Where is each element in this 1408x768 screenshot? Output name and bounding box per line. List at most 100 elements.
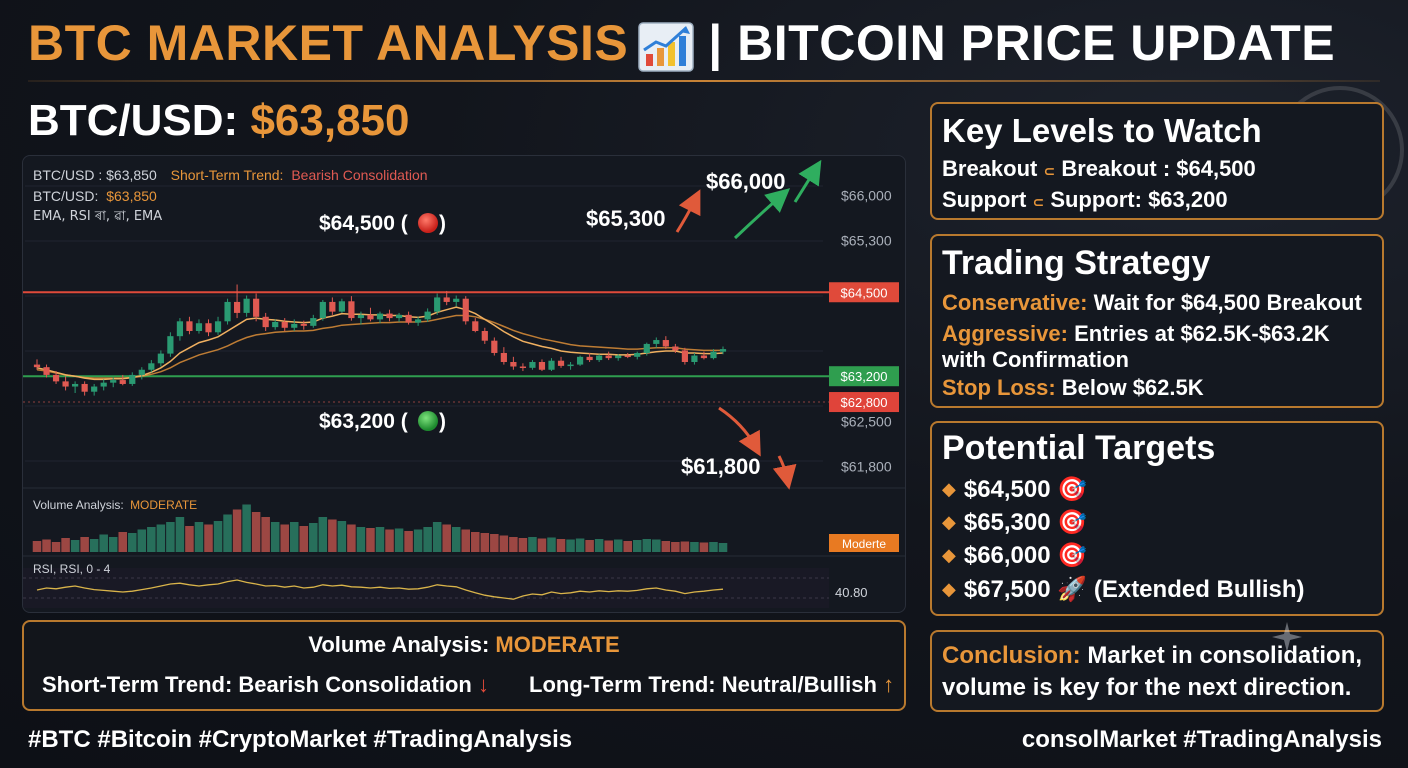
- candle-body: [681, 350, 688, 362]
- candle-body: [300, 323, 307, 326]
- volume-bar: [623, 541, 632, 552]
- volume-bar: [337, 521, 347, 552]
- key-levels-panel: Key Levels to Watch Breakout ⊂ Breakout …: [930, 102, 1384, 220]
- volume-bar: [70, 540, 80, 552]
- volume-bar: [156, 524, 166, 552]
- volume-bar: [575, 538, 585, 552]
- volume-panel-label: Volume Analysis: MODERATE: [33, 498, 197, 512]
- volume-bar: [299, 526, 309, 552]
- diamond-icon: ◆: [942, 512, 956, 532]
- candle-body: [405, 314, 412, 323]
- volume-bar: [585, 540, 594, 552]
- volume-bar: [509, 537, 518, 552]
- trend-summary: Volume Analysis: MODERATE Short-Term Tre…: [22, 620, 906, 711]
- volume-summary-value: MODERATE: [495, 632, 620, 657]
- candle-body: [110, 380, 117, 383]
- volume-bar: [423, 527, 432, 552]
- candle-body: [481, 331, 488, 341]
- volume-bar: [613, 539, 623, 552]
- strategy-aggressive: Aggressive: Entries at $62.5K-$63.2K: [942, 321, 1330, 346]
- volume-bar: [232, 509, 242, 552]
- volume-bar: [471, 532, 480, 552]
- long-term-trend: Long-Term Trend: Neutral/Bullish ↑: [529, 672, 894, 698]
- down-arrow-icon: ↓: [477, 672, 489, 697]
- target-item: ◆ $67,500 🚀 (Extended Bullish): [942, 576, 1305, 603]
- level-price-tag-text: $63,200: [841, 369, 888, 384]
- volume-bar: [166, 522, 175, 552]
- volume-bar: [404, 531, 413, 552]
- candle-body: [605, 355, 612, 359]
- volume-bar: [32, 541, 42, 552]
- projection-label-65300: $65,300: [586, 206, 666, 231]
- volume-bar: [490, 534, 499, 552]
- volume-bar: [718, 543, 728, 552]
- conclusion-line2: volume is key for the next direction.: [942, 674, 1352, 701]
- candle-body: [338, 301, 345, 312]
- volume-bar: [328, 519, 337, 552]
- chart-info-line3: EMA, RSI ৰা, ৱা, EMA: [33, 209, 162, 224]
- long-term-trend-text: Long-Term Trend: Neutral/Bullish: [529, 672, 877, 697]
- volume-bar: [442, 524, 451, 552]
- candle-body: [586, 356, 593, 361]
- volume-bar: [499, 535, 509, 552]
- potential-targets-title: Potential Targets: [942, 429, 1216, 467]
- volume-bar: [204, 524, 213, 552]
- sparkle-icon: [1272, 622, 1302, 652]
- diamond-icon: ◆: [942, 579, 956, 599]
- candle-body: [291, 323, 298, 328]
- candle-body: [195, 323, 203, 331]
- candle-body: [376, 313, 384, 320]
- volume-bar: [394, 528, 404, 552]
- candle-body: [529, 362, 536, 368]
- candle-body: [710, 351, 717, 359]
- volume-bar: [242, 504, 251, 552]
- volume-bar: [270, 522, 280, 552]
- candle-body: [634, 352, 641, 357]
- candle-body: [624, 355, 631, 358]
- projection-arrow-66000: [733, 188, 791, 240]
- separator-icon: ⊂: [1043, 163, 1056, 179]
- volume-bar: [375, 527, 385, 552]
- volume-bar: [671, 542, 680, 552]
- volume-summary-label: Volume Analysis:: [308, 632, 490, 657]
- current-price-tag: [829, 392, 899, 413]
- candle-body: [367, 314, 374, 320]
- support-annotation: $63,200 (: [319, 410, 408, 433]
- volume-bar: [175, 517, 185, 552]
- volume-bar: [566, 539, 575, 552]
- strategy-conservative: Conservative: Wait for $64,500 Breakout: [942, 290, 1362, 315]
- candle-body: [386, 313, 393, 319]
- rsi-panel-label: RSI, RSI, 0 - 4: [33, 562, 111, 576]
- volume-bar: [518, 538, 528, 552]
- candle-body: [567, 364, 574, 367]
- volume-bar: [128, 533, 137, 552]
- price-label: BTC/USD:: [28, 96, 239, 145]
- candle-body: [167, 336, 174, 354]
- volume-bar: [194, 522, 204, 552]
- candle-body: [100, 382, 107, 387]
- candle-body: [43, 367, 50, 375]
- candle-body: [319, 301, 326, 319]
- y-tick-label: $61,800: [841, 459, 892, 475]
- volume-bar: [99, 534, 108, 552]
- candle-body: [129, 374, 136, 384]
- candle-body: [52, 374, 60, 382]
- projection-arrow-61800b: [772, 455, 797, 490]
- volume-bar: [347, 524, 356, 552]
- candle-body: [596, 355, 603, 361]
- potential-targets-panel: Potential Targets ◆ $64,500 🎯 ◆ $65,300 🎯 …: [930, 421, 1384, 616]
- volume-summary: Volume Analysis: MODERATE: [24, 632, 904, 658]
- volume-bar: [699, 542, 709, 552]
- candle-body: [62, 381, 69, 387]
- volume-bar: [213, 521, 223, 552]
- target-icon: 🎯: [1057, 509, 1088, 536]
- volume-bar: [652, 539, 661, 552]
- price-chart: $64,500 $63,200 $62,800 $66,000 $65,300 $62,…: [22, 155, 906, 613]
- chart-info-line2: BTC/USD: $63,850: [33, 188, 157, 204]
- candle-body: [453, 298, 460, 302]
- volume-bar: [451, 527, 461, 552]
- candle-body: [329, 301, 336, 312]
- volume-bar: [137, 529, 147, 552]
- candle-body: [148, 363, 155, 370]
- target-icon: 🎯: [1057, 476, 1088, 503]
